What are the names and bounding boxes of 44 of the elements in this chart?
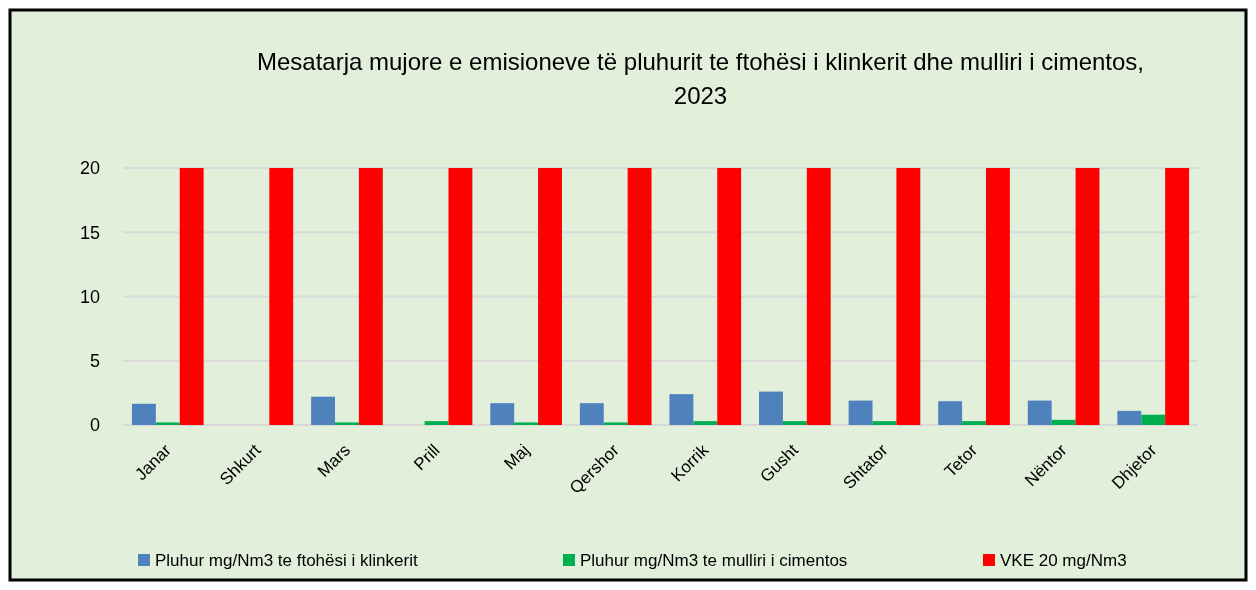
bar: [448, 168, 473, 425]
bar: [717, 168, 742, 425]
y-tick-label: 15: [79, 222, 100, 243]
bar: [538, 168, 562, 425]
bar: [1075, 168, 1100, 425]
bar: [358, 168, 383, 425]
bar: [962, 421, 986, 425]
bar: [1141, 414, 1166, 425]
bar: [1027, 400, 1052, 425]
bar: [311, 396, 336, 425]
y-tick-label: 0: [89, 415, 100, 436]
bar: [1051, 419, 1076, 425]
bar: [759, 391, 783, 425]
y-tick-label: 10: [79, 286, 100, 307]
bar: [848, 400, 873, 425]
bar: [693, 421, 718, 425]
legend-label: VKE 20 mg/Nm3: [1000, 550, 1127, 570]
bar: [985, 168, 1010, 425]
x-tick-label: Maj: [500, 440, 534, 474]
bar: [872, 421, 897, 425]
bar: [269, 168, 294, 425]
bar: [938, 401, 963, 425]
bar: [579, 403, 604, 425]
bar: [131, 403, 156, 425]
bar: [603, 422, 628, 425]
bar: [335, 422, 359, 425]
bar: [1117, 410, 1142, 425]
bar: [1165, 168, 1190, 425]
bar: [669, 394, 694, 425]
bar: [155, 422, 180, 425]
bar: [424, 421, 449, 425]
bar: [514, 422, 539, 425]
bar: [806, 168, 831, 425]
legend-label: Pluhur mg/Nm3 te mulliri i cimentos: [580, 550, 848, 570]
chart-title: Mesatarja mujore e emisioneve të pluhurit te ftohësi i klinkerit dhe mulliri i cimentos, 2023: [256, 48, 1145, 109]
bar: [490, 403, 515, 425]
y-tick-label: 5: [89, 351, 100, 372]
x-tick-label: Prill: [410, 440, 444, 475]
bar: [627, 168, 652, 425]
y-tick-label: 20: [79, 158, 100, 179]
bar: [179, 168, 204, 425]
bar: [896, 168, 921, 425]
legend-label: Pluhur mg/Nm3 te ftohësi i klinkerit: [155, 550, 418, 570]
bar: [782, 421, 807, 425]
